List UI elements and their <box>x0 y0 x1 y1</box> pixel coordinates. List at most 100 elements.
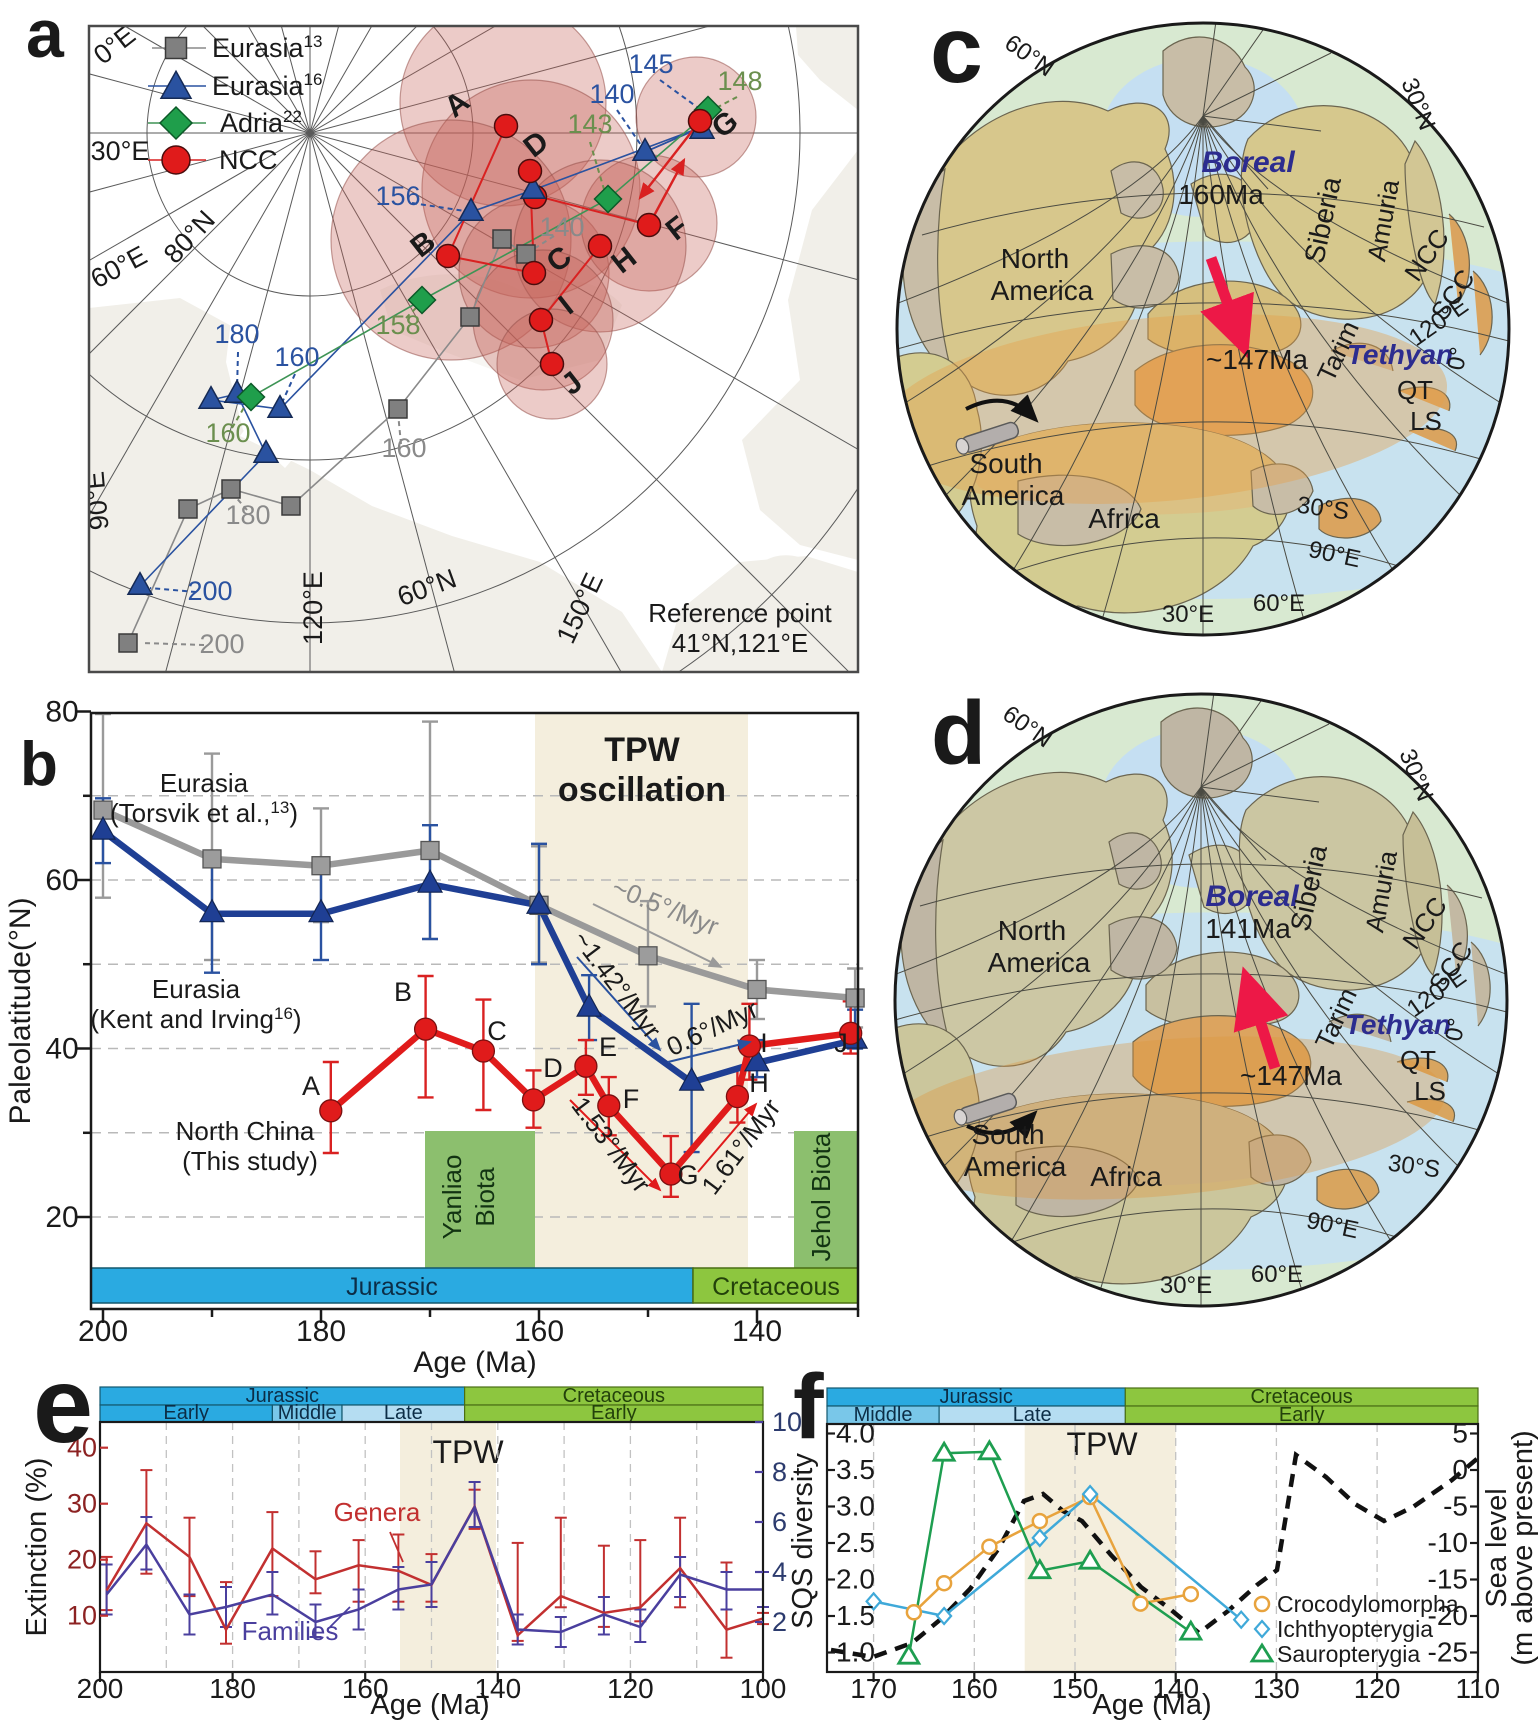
svg-text:Cretaceous: Cretaceous <box>712 1273 840 1301</box>
svg-text:Cretaceous: Cretaceous <box>1251 1386 1353 1408</box>
svg-text:Age (Ma): Age (Ma) <box>1092 1689 1211 1721</box>
svg-text:160: 160 <box>381 433 426 463</box>
svg-text:(Torsvik et al.,13): (Torsvik et al.,13) <box>110 798 298 828</box>
svg-text:1.0: 1.0 <box>836 1637 875 1668</box>
svg-text:oscillation: oscillation <box>558 771 726 809</box>
svg-text:140: 140 <box>1152 1673 1199 1704</box>
svg-text:Jurassic: Jurassic <box>346 1273 438 1301</box>
svg-text:41°N,121°E: 41°N,121°E <box>672 628 808 658</box>
svg-text:e: e <box>33 1344 93 1465</box>
svg-text:d: d <box>931 684 986 784</box>
svg-text:200: 200 <box>199 629 244 659</box>
svg-text:140: 140 <box>732 1315 782 1348</box>
svg-text:3.5: 3.5 <box>836 1454 875 1485</box>
svg-text:8: 8 <box>772 1457 787 1487</box>
svg-text:140: 140 <box>539 212 584 242</box>
svg-text:Africa: Africa <box>1088 503 1160 534</box>
svg-text:40: 40 <box>67 1433 97 1463</box>
svg-text:141Ma: 141Ma <box>1205 913 1291 944</box>
svg-text:Biota: Biota <box>470 1167 500 1227</box>
svg-text:160: 160 <box>342 1673 389 1704</box>
svg-text:A: A <box>302 1071 320 1101</box>
svg-text:Extinction (%): Extinction (%) <box>21 1458 53 1637</box>
svg-text:130: 130 <box>1253 1673 1300 1704</box>
svg-text:H: H <box>749 1068 769 1098</box>
svg-text:40: 40 <box>45 1033 78 1066</box>
svg-text:Yanliao: Yanliao <box>437 1155 467 1240</box>
svg-text:J: J <box>834 1028 848 1058</box>
svg-text:110: 110 <box>1455 1673 1500 1704</box>
svg-text:Tethyan: Tethyan <box>1345 1009 1451 1040</box>
svg-text:200: 200 <box>78 1315 128 1348</box>
svg-text:158: 158 <box>375 310 420 340</box>
svg-text:(This study): (This study) <box>182 1146 318 1176</box>
svg-text:160Ma: 160Ma <box>1178 179 1264 210</box>
svg-text:Eurasia: Eurasia <box>160 768 249 798</box>
svg-text:Age (Ma): Age (Ma) <box>413 1346 536 1379</box>
svg-text:145: 145 <box>628 49 673 79</box>
svg-text:America: America <box>991 275 1094 306</box>
svg-text:America: America <box>988 947 1091 978</box>
svg-text:I: I <box>760 1028 768 1058</box>
svg-text:20: 20 <box>45 1201 78 1234</box>
svg-text:Early: Early <box>163 1402 209 1424</box>
svg-text:Jurassic: Jurassic <box>246 1385 319 1407</box>
svg-text:G: G <box>677 1160 698 1190</box>
svg-text:170: 170 <box>850 1673 897 1704</box>
svg-text:60: 60 <box>45 864 78 897</box>
svg-text:a: a <box>26 0 65 72</box>
svg-text:TPW: TPW <box>1066 1426 1138 1462</box>
svg-text:180: 180 <box>209 1673 256 1704</box>
svg-text:Age (Ma): Age (Ma) <box>370 1689 489 1721</box>
svg-text:Ichthyopterygia: Ichthyopterygia <box>1277 1616 1433 1642</box>
svg-text:Reference point: Reference point <box>648 598 832 628</box>
svg-text:North: North <box>1001 243 1069 274</box>
svg-text:156: 156 <box>375 181 420 211</box>
svg-text:Genera: Genera <box>334 1497 421 1527</box>
svg-text:TPW: TPW <box>432 1434 504 1470</box>
svg-text:180: 180 <box>214 319 259 349</box>
svg-text:Jehol Biota: Jehol Biota <box>806 1132 836 1261</box>
svg-text:Late: Late <box>384 1402 423 1424</box>
svg-text:100: 100 <box>740 1673 787 1704</box>
svg-text:Paleolatitude(°N): Paleolatitude(°N) <box>4 897 37 1124</box>
svg-text:143: 143 <box>567 109 612 139</box>
svg-text:-20: -20 <box>1428 1600 1468 1631</box>
svg-text:-25: -25 <box>1428 1637 1468 1668</box>
svg-text:20: 20 <box>67 1545 97 1575</box>
svg-text:6: 6 <box>772 1507 787 1537</box>
svg-text:4.0: 4.0 <box>836 1418 875 1449</box>
svg-text:b: b <box>20 730 58 799</box>
svg-text:America: America <box>964 1151 1067 1182</box>
svg-text:5: 5 <box>1452 1418 1468 1449</box>
svg-text:Late: Late <box>1013 1404 1052 1426</box>
svg-text:F: F <box>623 1084 640 1114</box>
svg-text:2.0: 2.0 <box>836 1564 875 1595</box>
svg-text:E: E <box>599 1032 617 1062</box>
svg-text:Jurassic: Jurassic <box>939 1386 1012 1408</box>
svg-text:(Kent and Irving16): (Kent and Irving16) <box>90 1004 301 1034</box>
svg-text:120: 120 <box>1354 1673 1401 1704</box>
svg-text:Sauropterygia: Sauropterygia <box>1277 1641 1420 1667</box>
svg-text:North: North <box>998 915 1066 946</box>
svg-text:Crocodylomorpha: Crocodylomorpha <box>1277 1591 1459 1617</box>
svg-text:60°E: 60°E <box>1253 590 1305 617</box>
svg-text:Sea level: Sea level <box>1481 1488 1513 1607</box>
svg-text:Cretaceous: Cretaceous <box>563 1385 665 1407</box>
svg-text:140: 140 <box>474 1673 521 1704</box>
svg-text:10: 10 <box>772 1407 802 1437</box>
svg-text:180: 180 <box>225 500 270 530</box>
svg-text:QT: QT <box>1397 375 1433 405</box>
svg-text:10: 10 <box>67 1601 97 1631</box>
svg-text:120°E: 120°E <box>298 571 328 645</box>
svg-text:60°E: 60°E <box>1251 1261 1303 1288</box>
svg-text:-15: -15 <box>1428 1564 1468 1595</box>
svg-text:2.5: 2.5 <box>836 1527 875 1558</box>
svg-text:30°E: 30°E <box>91 136 150 166</box>
svg-text:D: D <box>543 1053 563 1083</box>
svg-text:~147Ma: ~147Ma <box>1240 1060 1342 1091</box>
svg-text:200: 200 <box>187 576 232 606</box>
svg-text:160: 160 <box>205 418 250 448</box>
svg-text:30°E: 30°E <box>1162 601 1214 628</box>
svg-text:30°E: 30°E <box>1160 1272 1212 1299</box>
